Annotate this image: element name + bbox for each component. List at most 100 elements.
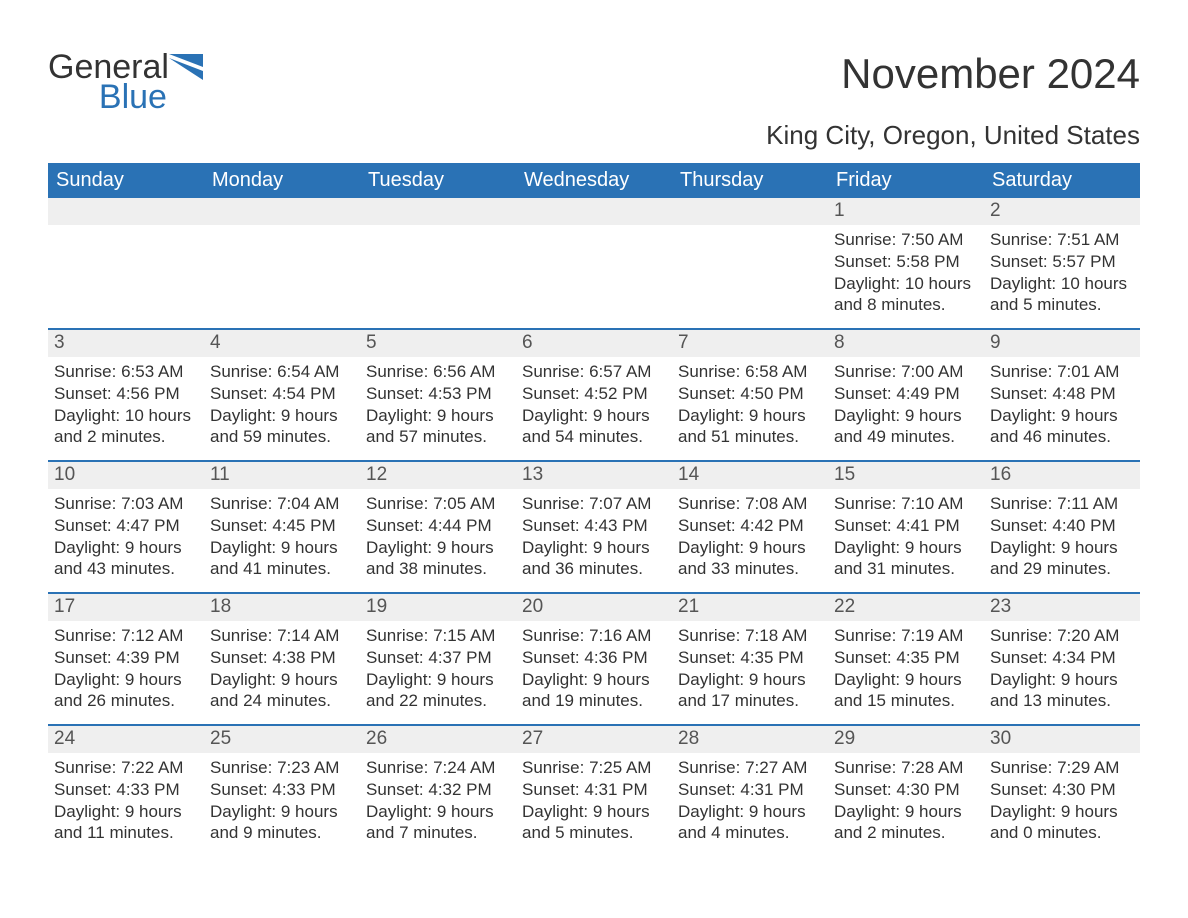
sunset-text: Sunset: 5:58 PM — [834, 251, 978, 273]
day-body: Sunrise: 7:01 AMSunset: 4:48 PMDaylight:… — [984, 357, 1140, 450]
sunrise-text: Sunrise: 7:50 AM — [834, 229, 978, 251]
daylight-text-2: and 15 minutes. — [834, 690, 978, 712]
daylight-text-1: Daylight: 9 hours — [990, 669, 1134, 691]
day-number: 1 — [828, 198, 984, 225]
sunrise-text: Sunrise: 7:04 AM — [210, 493, 354, 515]
day-body: Sunrise: 6:58 AMSunset: 4:50 PMDaylight:… — [672, 357, 828, 450]
calendar-cell: 24Sunrise: 7:22 AMSunset: 4:33 PMDayligh… — [48, 724, 204, 856]
day-number: 15 — [828, 460, 984, 489]
sunrise-text: Sunrise: 7:29 AM — [990, 757, 1134, 779]
calendar-cell: 20Sunrise: 7:16 AMSunset: 4:36 PMDayligh… — [516, 592, 672, 724]
day-number: 28 — [672, 724, 828, 753]
logo-text: General Blue — [48, 50, 169, 114]
day-number: 20 — [516, 592, 672, 621]
day-body: Sunrise: 7:25 AMSunset: 4:31 PMDaylight:… — [516, 753, 672, 846]
sunset-text: Sunset: 4:39 PM — [54, 647, 198, 669]
day-body: Sunrise: 7:14 AMSunset: 4:38 PMDaylight:… — [204, 621, 360, 714]
daylight-text-2: and 0 minutes. — [990, 822, 1134, 844]
calendar-cell: 26Sunrise: 7:24 AMSunset: 4:32 PMDayligh… — [360, 724, 516, 856]
day-body: Sunrise: 6:57 AMSunset: 4:52 PMDaylight:… — [516, 357, 672, 450]
calendar-cell-blank — [48, 198, 204, 328]
calendar-cell: 15Sunrise: 7:10 AMSunset: 4:41 PMDayligh… — [828, 460, 984, 592]
sunset-text: Sunset: 4:31 PM — [678, 779, 822, 801]
calendar-cell-blank — [360, 198, 516, 328]
daylight-text-2: and 36 minutes. — [522, 558, 666, 580]
day-number: 9 — [984, 328, 1140, 357]
sunset-text: Sunset: 4:38 PM — [210, 647, 354, 669]
column-header: Saturday — [984, 163, 1140, 198]
calendar-cell-blank — [516, 198, 672, 328]
daylight-text-1: Daylight: 9 hours — [210, 669, 354, 691]
column-header: Monday — [204, 163, 360, 198]
day-body: Sunrise: 7:08 AMSunset: 4:42 PMDaylight:… — [672, 489, 828, 582]
calendar-cell: 21Sunrise: 7:18 AMSunset: 4:35 PMDayligh… — [672, 592, 828, 724]
sunset-text: Sunset: 4:40 PM — [990, 515, 1134, 537]
day-number: 13 — [516, 460, 672, 489]
sunset-text: Sunset: 4:36 PM — [522, 647, 666, 669]
daylight-text-1: Daylight: 10 hours — [990, 273, 1134, 295]
sunrise-text: Sunrise: 7:01 AM — [990, 361, 1134, 383]
sunrise-text: Sunrise: 7:12 AM — [54, 625, 198, 647]
daylight-text-1: Daylight: 9 hours — [990, 801, 1134, 823]
sunset-text: Sunset: 4:32 PM — [366, 779, 510, 801]
logo: General Blue — [48, 50, 203, 114]
daylight-text-2: and 5 minutes. — [990, 294, 1134, 316]
calendar-cell: 4Sunrise: 6:54 AMSunset: 4:54 PMDaylight… — [204, 328, 360, 460]
day-body: Sunrise: 7:07 AMSunset: 4:43 PMDaylight:… — [516, 489, 672, 582]
sunset-text: Sunset: 4:30 PM — [834, 779, 978, 801]
day-body: Sunrise: 7:00 AMSunset: 4:49 PMDaylight:… — [828, 357, 984, 450]
daylight-text-2: and 7 minutes. — [366, 822, 510, 844]
calendar-cell: 19Sunrise: 7:15 AMSunset: 4:37 PMDayligh… — [360, 592, 516, 724]
sunrise-text: Sunrise: 7:28 AM — [834, 757, 978, 779]
sunrise-text: Sunrise: 7:22 AM — [54, 757, 198, 779]
day-body: Sunrise: 7:23 AMSunset: 4:33 PMDaylight:… — [204, 753, 360, 846]
calendar-cell: 11Sunrise: 7:04 AMSunset: 4:45 PMDayligh… — [204, 460, 360, 592]
sunset-text: Sunset: 5:57 PM — [990, 251, 1134, 273]
daylight-text-1: Daylight: 9 hours — [678, 405, 822, 427]
day-number: 5 — [360, 328, 516, 357]
calendar-cell: 6Sunrise: 6:57 AMSunset: 4:52 PMDaylight… — [516, 328, 672, 460]
calendar-cell-blank — [672, 198, 828, 328]
day-body: Sunrise: 7:10 AMSunset: 4:41 PMDaylight:… — [828, 489, 984, 582]
sunrise-text: Sunrise: 6:56 AM — [366, 361, 510, 383]
daylight-text-1: Daylight: 9 hours — [210, 537, 354, 559]
day-body: Sunrise: 7:50 AMSunset: 5:58 PMDaylight:… — [828, 225, 984, 318]
daylight-text-2: and 26 minutes. — [54, 690, 198, 712]
daylight-text-1: Daylight: 9 hours — [678, 669, 822, 691]
sunrise-text: Sunrise: 7:07 AM — [522, 493, 666, 515]
daylight-text-2: and 29 minutes. — [990, 558, 1134, 580]
flag-icon — [169, 54, 203, 80]
day-number: 16 — [984, 460, 1140, 489]
daylight-text-1: Daylight: 9 hours — [366, 537, 510, 559]
day-number: 12 — [360, 460, 516, 489]
sunset-text: Sunset: 4:42 PM — [678, 515, 822, 537]
column-header: Friday — [828, 163, 984, 198]
column-header: Sunday — [48, 163, 204, 198]
daylight-text-2: and 11 minutes. — [54, 822, 198, 844]
sunset-text: Sunset: 4:56 PM — [54, 383, 198, 405]
day-number: 14 — [672, 460, 828, 489]
day-number — [672, 198, 828, 225]
location-subtitle: King City, Oregon, United States — [48, 120, 1140, 151]
day-number: 26 — [360, 724, 516, 753]
daylight-text-2: and 9 minutes. — [210, 822, 354, 844]
daylight-text-2: and 38 minutes. — [366, 558, 510, 580]
sunset-text: Sunset: 4:34 PM — [990, 647, 1134, 669]
sunrise-text: Sunrise: 7:51 AM — [990, 229, 1134, 251]
sunrise-text: Sunrise: 6:54 AM — [210, 361, 354, 383]
page-title: November 2024 — [841, 50, 1140, 98]
daylight-text-2: and 59 minutes. — [210, 426, 354, 448]
sunrise-text: Sunrise: 6:58 AM — [678, 361, 822, 383]
sunrise-text: Sunrise: 7:18 AM — [678, 625, 822, 647]
day-body: Sunrise: 7:11 AMSunset: 4:40 PMDaylight:… — [984, 489, 1140, 582]
sunrise-text: Sunrise: 7:14 AM — [210, 625, 354, 647]
sunset-text: Sunset: 4:31 PM — [522, 779, 666, 801]
sunset-text: Sunset: 4:50 PM — [678, 383, 822, 405]
day-body: Sunrise: 7:20 AMSunset: 4:34 PMDaylight:… — [984, 621, 1140, 714]
day-body: Sunrise: 6:54 AMSunset: 4:54 PMDaylight:… — [204, 357, 360, 450]
daylight-text-2: and 24 minutes. — [210, 690, 354, 712]
calendar-cell: 12Sunrise: 7:05 AMSunset: 4:44 PMDayligh… — [360, 460, 516, 592]
sunset-text: Sunset: 4:33 PM — [210, 779, 354, 801]
daylight-text-2: and 31 minutes. — [834, 558, 978, 580]
calendar-cell: 8Sunrise: 7:00 AMSunset: 4:49 PMDaylight… — [828, 328, 984, 460]
